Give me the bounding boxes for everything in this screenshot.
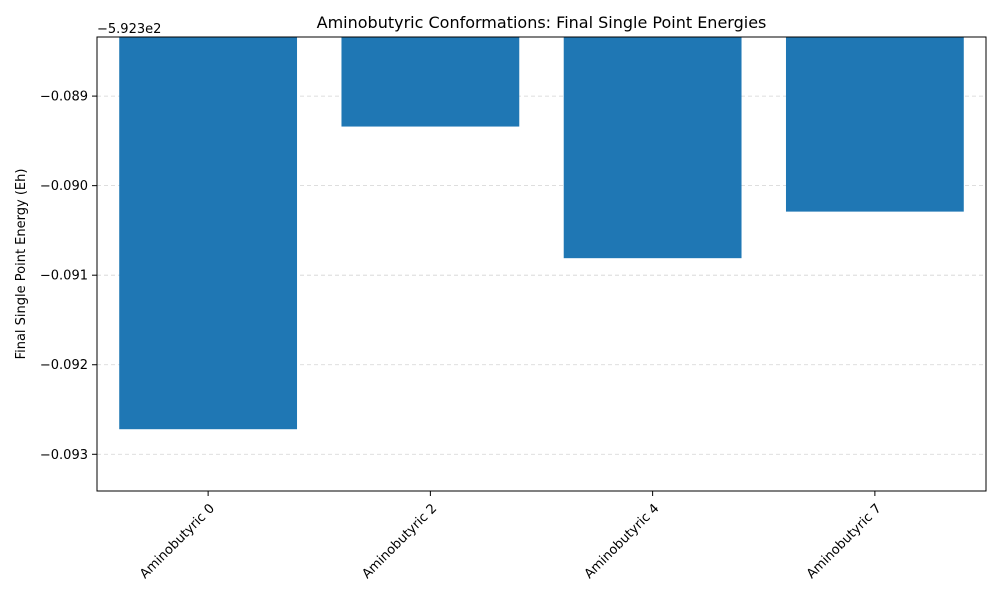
y-ticks: −0.089 −0.090 −0.091 −0.092 −0.093 [40, 90, 97, 463]
x-tick-label: Aminobutyric 7 [804, 501, 885, 582]
y-tick-label: −0.093 [40, 448, 88, 463]
y-tick-label: −0.091 [40, 269, 88, 284]
x-tick-label: Aminobutyric 2 [359, 501, 440, 582]
chart-title: Aminobutyric Conformations: Final Single… [317, 13, 767, 32]
y-tick-label: −0.089 [40, 90, 88, 105]
y-tick-label: −0.090 [40, 179, 88, 194]
x-tick-label: Aminobutyric 0 [137, 501, 218, 582]
bars [119, 37, 964, 430]
bar [563, 37, 742, 259]
bar [785, 37, 964, 212]
bar [341, 37, 520, 127]
y-tick-label: −0.092 [40, 358, 88, 373]
y-axis-label: Final Single Point Energy (Eh) [14, 169, 29, 360]
x-tick-label: Aminobutyric 4 [582, 501, 663, 582]
plot-frame [96, 36, 987, 492]
bar [119, 37, 298, 430]
y-offset-label: −5.923e2 [97, 22, 161, 37]
x-ticks: Aminobutyric 0 Aminobutyric 2 Aminobutyric… [137, 491, 885, 582]
